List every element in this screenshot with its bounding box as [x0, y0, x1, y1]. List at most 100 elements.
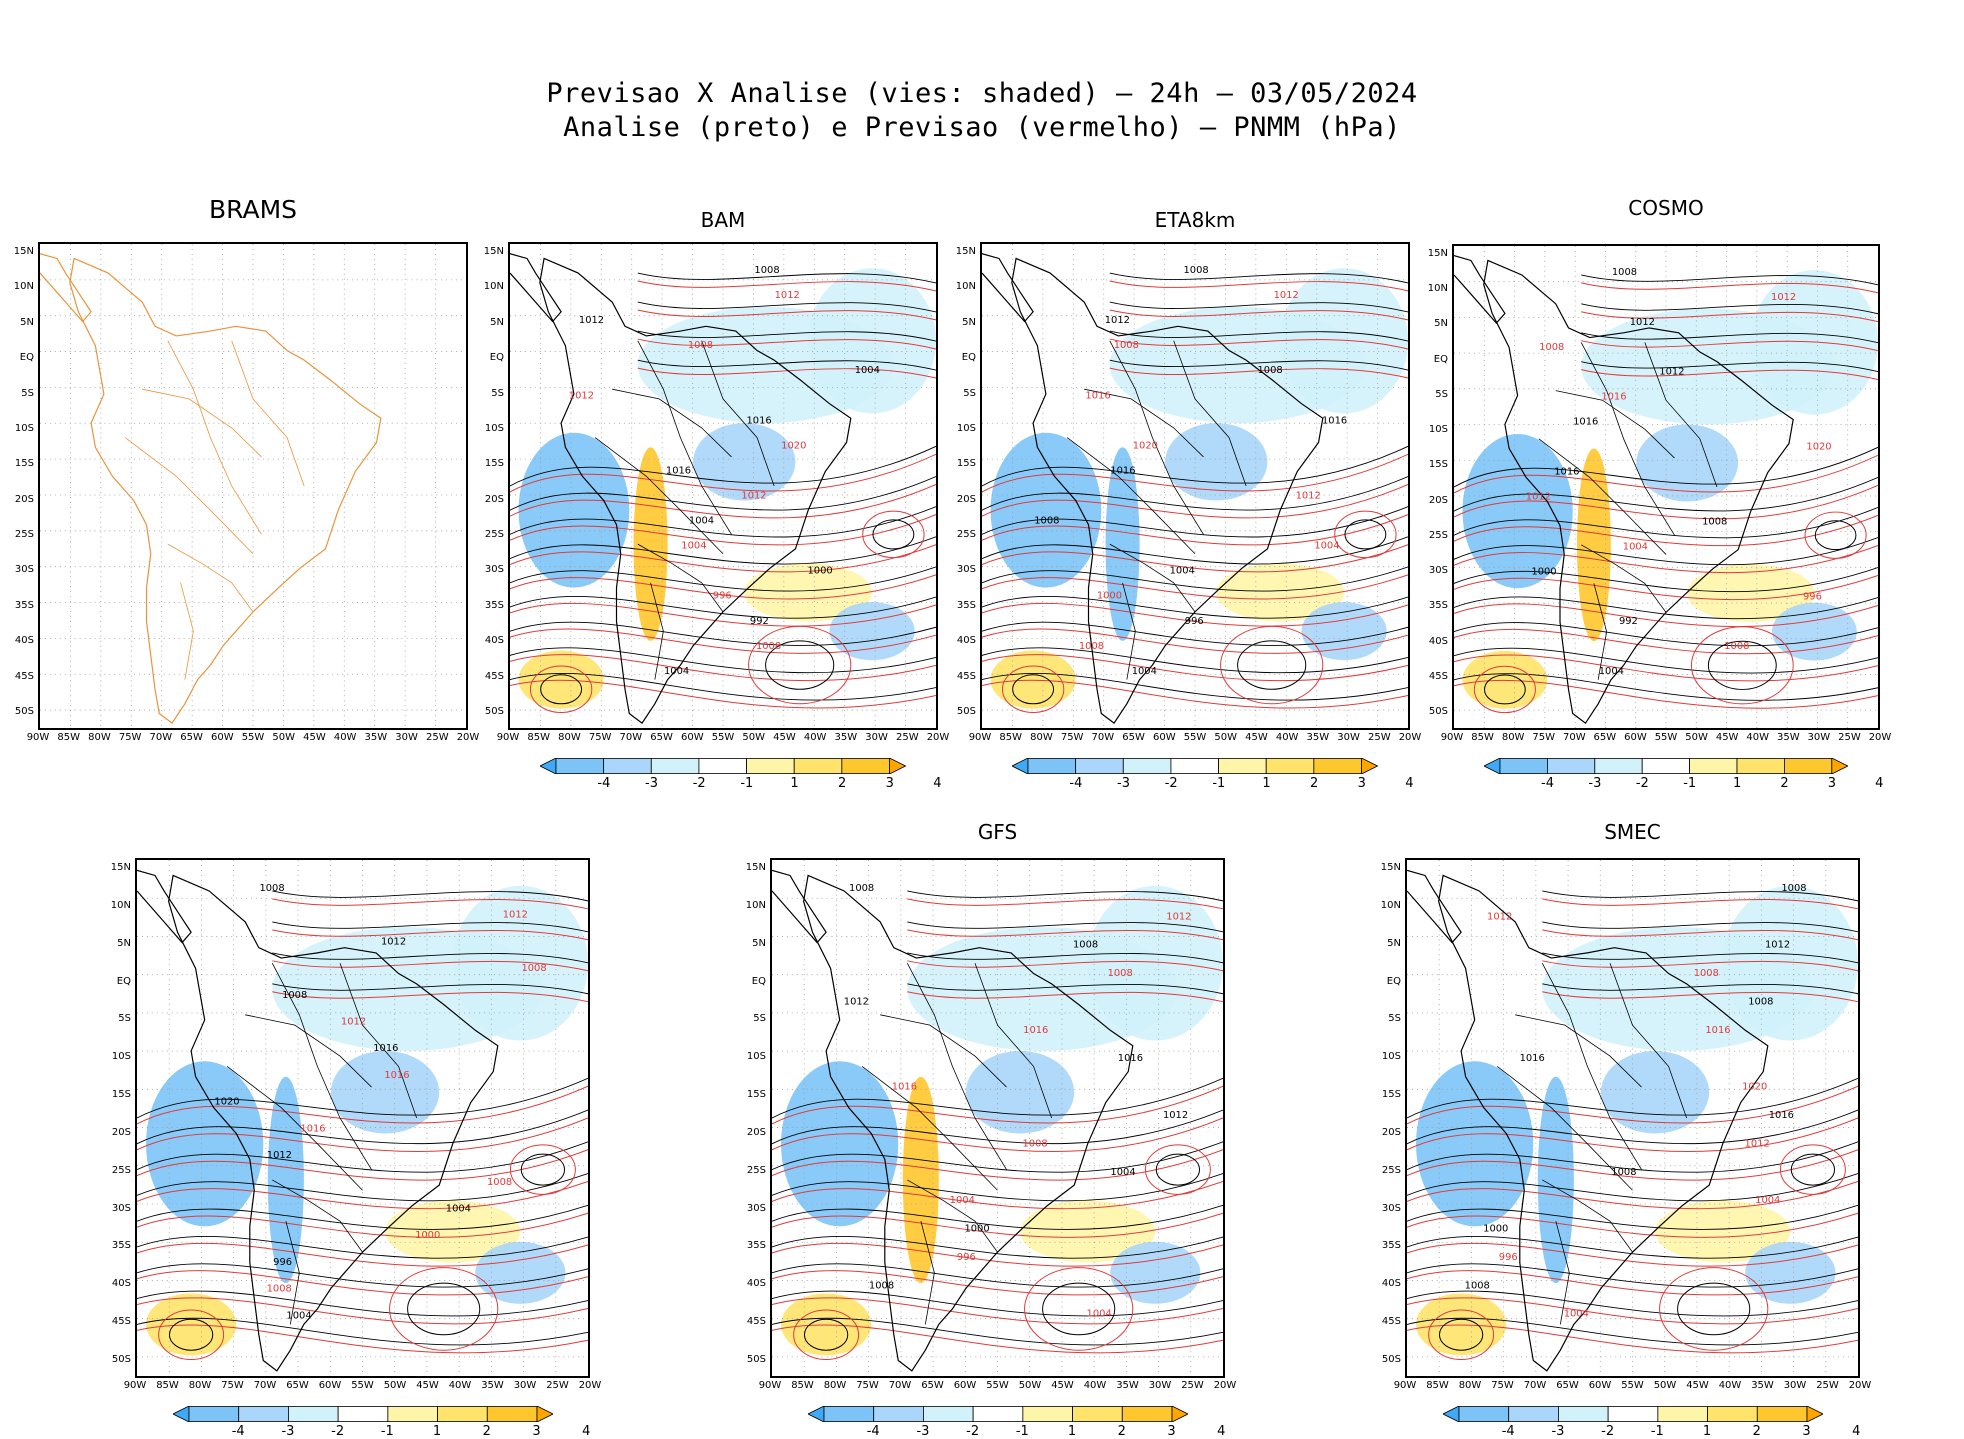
colorbar-segment [889, 757, 907, 775]
longitude-label: 80W [88, 732, 111, 743]
latitude-label: 45S [111, 1316, 131, 1328]
coastline [1438, 874, 1769, 1372]
latitude-label: 5N [490, 316, 504, 328]
colorbar-segment [1507, 1406, 1559, 1422]
longitude-label: 85W [57, 732, 81, 743]
colorbar-label: 4 [1875, 776, 1884, 791]
country-border [1581, 544, 1667, 613]
longitude-label: 25W [425, 732, 449, 743]
latitude-label: 10S [1428, 424, 1448, 436]
colorbar-label: 1 [432, 1424, 442, 1439]
colorbar-label: -3 [281, 1424, 295, 1439]
map-graphic: 1008 1012 1008 1008 1012 1016 1016 1016 1012 1008… [772, 860, 1223, 1376]
coastline [69, 257, 382, 724]
country-border [1538, 438, 1667, 555]
coastline [772, 869, 827, 944]
longitude-label: 90W [758, 1380, 782, 1391]
coastline [1407, 869, 1462, 944]
colorbar-segment [386, 1406, 438, 1422]
colorbar [539, 757, 907, 775]
isobar-label: 1020 [1133, 440, 1158, 451]
latitude-label: EQ [116, 975, 131, 987]
coastline [539, 257, 852, 724]
isobar-label: 1004 [1170, 566, 1195, 577]
isobar-label: 1004 [1314, 541, 1339, 552]
isobar-label: 1012 [1745, 1138, 1770, 1149]
latitude-label: 50S [1381, 1354, 1401, 1365]
isobar-label: 1012 [844, 996, 869, 1007]
longitude-label: 80W [823, 1380, 847, 1391]
colorbar-graphic [539, 757, 907, 775]
colorbar-label: -2 [1635, 776, 1649, 791]
isobar-label: 1016 [1554, 467, 1579, 478]
longitude-label: 30W [1337, 732, 1360, 743]
longitude-label: 40W [333, 732, 357, 743]
longitude-label: 55W [1654, 732, 1678, 743]
latitude-label: 45S [746, 1316, 766, 1328]
bias-shading [990, 650, 1076, 709]
isobar-label: 1008 [1611, 1167, 1636, 1178]
isobar-label: 1012 [1166, 911, 1191, 922]
colorbar-segment [536, 1405, 554, 1423]
longitude-label: 75W [856, 1380, 879, 1391]
longitude-label: 65W [286, 1380, 309, 1391]
latitude-label: 5N [1434, 318, 1448, 330]
isobar-label: 1000 [808, 566, 833, 577]
map-graphic: 1008 1012 1012 1008 1008 1016 1016 1020 1016 1012… [1407, 860, 1858, 1376]
latitude-label: 45S [14, 670, 34, 682]
longitude-label: 35W [364, 732, 388, 743]
isobar-label: 1012 [1659, 367, 1684, 378]
longitude-label: 80W [1458, 1380, 1482, 1391]
longitude-label: 35W [1116, 1380, 1139, 1391]
colorbar-label: 2 [1117, 1424, 1126, 1439]
colorbar-segment [806, 1405, 824, 1423]
country-border [1173, 340, 1247, 487]
colorbar-label: -4 [1541, 776, 1554, 791]
colorbar-segment [603, 758, 652, 774]
isobar-label: 1008 [688, 340, 713, 351]
grid-lines [40, 244, 466, 728]
isobars [982, 272, 1408, 714]
country-border [167, 340, 262, 535]
colorbar [1483, 757, 1849, 775]
latitude-label: 30S [746, 1202, 766, 1214]
longitude-label: 40W [1718, 1380, 1742, 1391]
isobar-label: 1008 [1694, 968, 1719, 979]
country-border [226, 1066, 363, 1191]
latitude-label: 10N [483, 281, 504, 293]
latitude-label: EQ [489, 352, 504, 364]
latitude-label: 20S [1381, 1126, 1401, 1138]
colorbar-label: 4 [1852, 1424, 1861, 1439]
colorbar-label: 3 [532, 1424, 541, 1439]
isobar-label: 1016 [1601, 392, 1626, 403]
colorbar-segment [872, 1406, 924, 1422]
map-graphic: 1008 1012 1012 1008 1008 1012 1016 1016 1020 1016… [137, 860, 588, 1376]
isobar-label: 1008 [1465, 1280, 1490, 1291]
figure-title-line2: Analise (preto) e Previsao (vermelho) — … [563, 112, 1401, 143]
latitude-label: 20S [111, 1126, 131, 1138]
bias-shading [452, 885, 588, 1041]
country-border [1555, 390, 1675, 459]
colorbar-segment [1313, 758, 1363, 774]
isobar-label: 1008 [1539, 342, 1564, 353]
isobar-label: 1008 [282, 990, 307, 1001]
map-graphic: 1008 1012 1012 1008 1012 1016 1016 1020 1016 1012… [1454, 246, 1878, 728]
isobar-label: 1008 [1114, 340, 1139, 351]
colorbar-label: -1 [1683, 776, 1697, 791]
bias-shading [1687, 564, 1815, 622]
coastline [1454, 255, 1506, 325]
latitude-label: 45S [484, 670, 504, 682]
grid-lines [772, 860, 1223, 1376]
colorbar-label: -3 [1588, 776, 1602, 791]
colorbar-segment [337, 1406, 388, 1422]
colorbar-label: -2 [1601, 1424, 1615, 1439]
latitude-label: 20S [14, 493, 34, 505]
longitude-label: 30W [1783, 1380, 1807, 1391]
panel-title: GFS [977, 820, 1018, 844]
bias-shading [1416, 1061, 1534, 1227]
isobar-label: 1008 [1748, 996, 1773, 1007]
colorbar-label: 4 [933, 776, 942, 791]
latitude-label: 15S [956, 458, 976, 470]
isobar-label: 996 [1185, 616, 1204, 627]
longitude-label: 70W [1523, 1380, 1547, 1391]
